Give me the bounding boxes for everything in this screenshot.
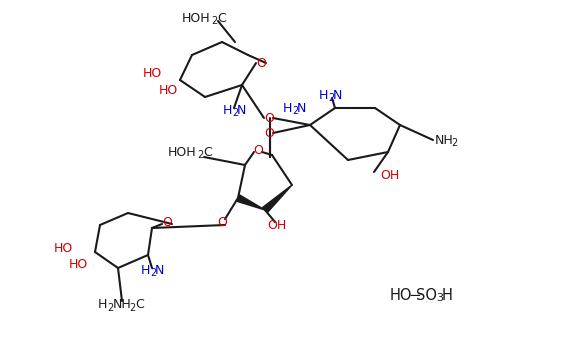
Text: C: C	[135, 298, 144, 311]
Text: HOH: HOH	[167, 145, 196, 158]
Text: −: −	[408, 288, 421, 302]
Polygon shape	[237, 195, 265, 210]
Text: H: H	[223, 104, 232, 117]
Text: O: O	[162, 216, 172, 229]
Text: C: C	[203, 145, 211, 158]
Text: H: H	[98, 298, 107, 311]
Text: 2: 2	[232, 108, 238, 118]
Text: 2: 2	[451, 138, 457, 148]
Text: H: H	[319, 89, 328, 102]
Text: O: O	[264, 126, 274, 140]
Text: N: N	[155, 264, 164, 276]
Text: O: O	[253, 144, 263, 157]
Text: NH: NH	[435, 134, 454, 147]
Text: 2: 2	[129, 303, 135, 313]
Text: N: N	[333, 89, 342, 102]
Text: H: H	[442, 288, 453, 302]
Text: HOH: HOH	[181, 12, 210, 24]
Text: 2: 2	[292, 106, 298, 116]
Text: HO: HO	[142, 67, 162, 80]
Text: C: C	[217, 12, 226, 24]
Text: HO: HO	[68, 258, 88, 271]
Text: H: H	[283, 102, 292, 114]
Text: NH: NH	[113, 298, 132, 311]
Text: 2: 2	[107, 303, 113, 313]
Text: OH: OH	[380, 168, 399, 181]
Text: 2: 2	[197, 150, 203, 160]
Text: 3: 3	[436, 293, 443, 303]
Text: 2: 2	[211, 16, 217, 26]
Text: HO: HO	[53, 242, 72, 255]
Text: 2: 2	[150, 268, 157, 278]
Text: 2: 2	[328, 93, 334, 103]
Text: HO: HO	[158, 84, 178, 96]
Text: N: N	[237, 104, 246, 117]
Text: H: H	[141, 264, 150, 276]
Polygon shape	[263, 185, 292, 212]
Text: OH: OH	[268, 219, 287, 231]
Text: SO: SO	[416, 288, 437, 302]
Text: O: O	[256, 57, 266, 69]
Text: O: O	[264, 112, 274, 125]
Text: HO: HO	[390, 288, 412, 302]
Text: O: O	[217, 216, 227, 229]
Text: N: N	[297, 102, 306, 114]
